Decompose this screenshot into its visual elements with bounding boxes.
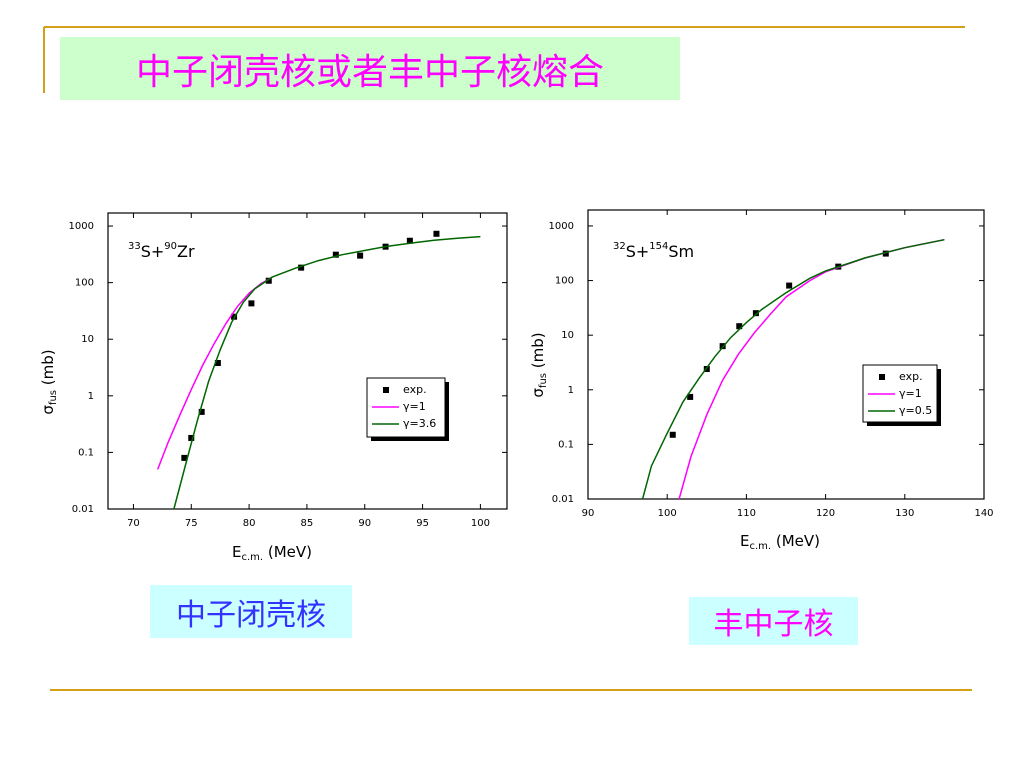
x-label-part: c.m. bbox=[749, 541, 771, 552]
data-point bbox=[687, 393, 694, 400]
y-tick-label: 1 bbox=[568, 385, 574, 396]
y-tick-label: 100 bbox=[555, 276, 574, 287]
annotation-part: 154 bbox=[649, 241, 668, 252]
x-label-part: c.m. bbox=[241, 552, 263, 563]
y-tick-label: 100 bbox=[75, 278, 94, 289]
annotation: 33S+90Zr bbox=[128, 241, 195, 261]
y-axis-label: σfus (mb) bbox=[39, 349, 60, 414]
data-point bbox=[188, 434, 195, 441]
data-point bbox=[752, 310, 759, 317]
y-label-part: σ bbox=[529, 388, 547, 398]
x-tick-label: 90 bbox=[358, 518, 371, 529]
y-label-part: σ bbox=[39, 405, 57, 415]
x-axis-label: Ec.m. (MeV) bbox=[740, 532, 820, 553]
data-point bbox=[214, 360, 221, 367]
y-label-part: fus bbox=[538, 373, 549, 388]
annotation-part: S+ bbox=[141, 242, 165, 261]
annotation-part: Zr bbox=[177, 242, 195, 261]
annotation: 32S+154Sm bbox=[613, 241, 694, 261]
data-point bbox=[265, 277, 272, 284]
data-point bbox=[248, 300, 255, 307]
x-tick-label: 120 bbox=[816, 508, 835, 519]
plot-frame bbox=[587, 209, 985, 500]
legend-label: exp. bbox=[899, 370, 923, 383]
y-label-part: (mb) bbox=[529, 332, 547, 373]
data-point bbox=[736, 323, 743, 330]
y-tick-label: 1000 bbox=[69, 221, 94, 232]
x-tick-label: 140 bbox=[974, 508, 993, 519]
y-label-part: fus bbox=[48, 390, 59, 405]
x-tick-label: 100 bbox=[658, 508, 677, 519]
data-point bbox=[181, 454, 188, 461]
y-tick-label: 10 bbox=[561, 330, 574, 341]
annotation-part: 32 bbox=[613, 241, 626, 252]
x-tick-label: 95 bbox=[416, 518, 429, 529]
annotation-part: 90 bbox=[164, 241, 177, 252]
legend-label: γ=1 bbox=[403, 400, 426, 413]
y-axis-label: σfus (mb) bbox=[529, 332, 550, 397]
curve bbox=[641, 238, 945, 500]
data-point bbox=[357, 252, 364, 259]
x-label-part: (MeV) bbox=[771, 532, 820, 550]
annotation-part: Sm bbox=[668, 242, 694, 261]
legend-label: γ=0.5 bbox=[899, 404, 932, 417]
data-point bbox=[669, 431, 676, 438]
x-tick-label: 75 bbox=[185, 518, 198, 529]
data-point bbox=[786, 282, 793, 289]
y-tick-label: 10 bbox=[81, 334, 94, 345]
y-label-part: (mb) bbox=[39, 349, 57, 390]
legend-label: exp. bbox=[403, 383, 427, 396]
x-label-part: E bbox=[232, 543, 241, 561]
y-tick-label: 1000 bbox=[549, 221, 574, 232]
data-point bbox=[198, 408, 205, 415]
x-tick-label: 90 bbox=[582, 508, 595, 519]
x-tick-label: 100 bbox=[471, 518, 490, 529]
annotation-part: S+ bbox=[626, 242, 650, 261]
caption: 中子闭壳核 bbox=[150, 585, 352, 638]
plot-frame bbox=[107, 212, 508, 510]
x-tick-label: 85 bbox=[301, 518, 314, 529]
data-point bbox=[719, 343, 726, 350]
data-point bbox=[406, 237, 413, 244]
caption: 丰中子核 bbox=[689, 597, 858, 645]
x-tick-label: 80 bbox=[243, 518, 256, 529]
legend-marker bbox=[879, 374, 885, 380]
annotation-part: 33 bbox=[128, 241, 141, 252]
y-tick-label: 0.1 bbox=[558, 439, 574, 450]
slide-title: 中子闭壳核或者丰中子核熔合 bbox=[60, 37, 680, 100]
legend-label: γ=3.6 bbox=[403, 417, 436, 430]
legend-label: γ=1 bbox=[899, 387, 922, 400]
x-label-part: (MeV) bbox=[263, 543, 312, 561]
data-point bbox=[882, 250, 889, 257]
x-tick-label: 110 bbox=[737, 508, 756, 519]
data-point bbox=[433, 230, 440, 237]
curve bbox=[173, 235, 481, 510]
legend-marker bbox=[383, 387, 389, 393]
data-point bbox=[332, 251, 339, 258]
data-point bbox=[298, 264, 305, 271]
y-tick-label: 0.01 bbox=[72, 504, 94, 515]
y-tick-label: 0.1 bbox=[78, 447, 94, 458]
x-tick-label: 130 bbox=[895, 508, 914, 519]
x-label-part: E bbox=[740, 532, 749, 550]
y-tick-label: 1 bbox=[88, 391, 94, 402]
x-tick-label: 70 bbox=[127, 518, 140, 529]
y-tick-label: 0.01 bbox=[552, 494, 574, 505]
x-axis-label: Ec.m. (MeV) bbox=[232, 543, 312, 564]
